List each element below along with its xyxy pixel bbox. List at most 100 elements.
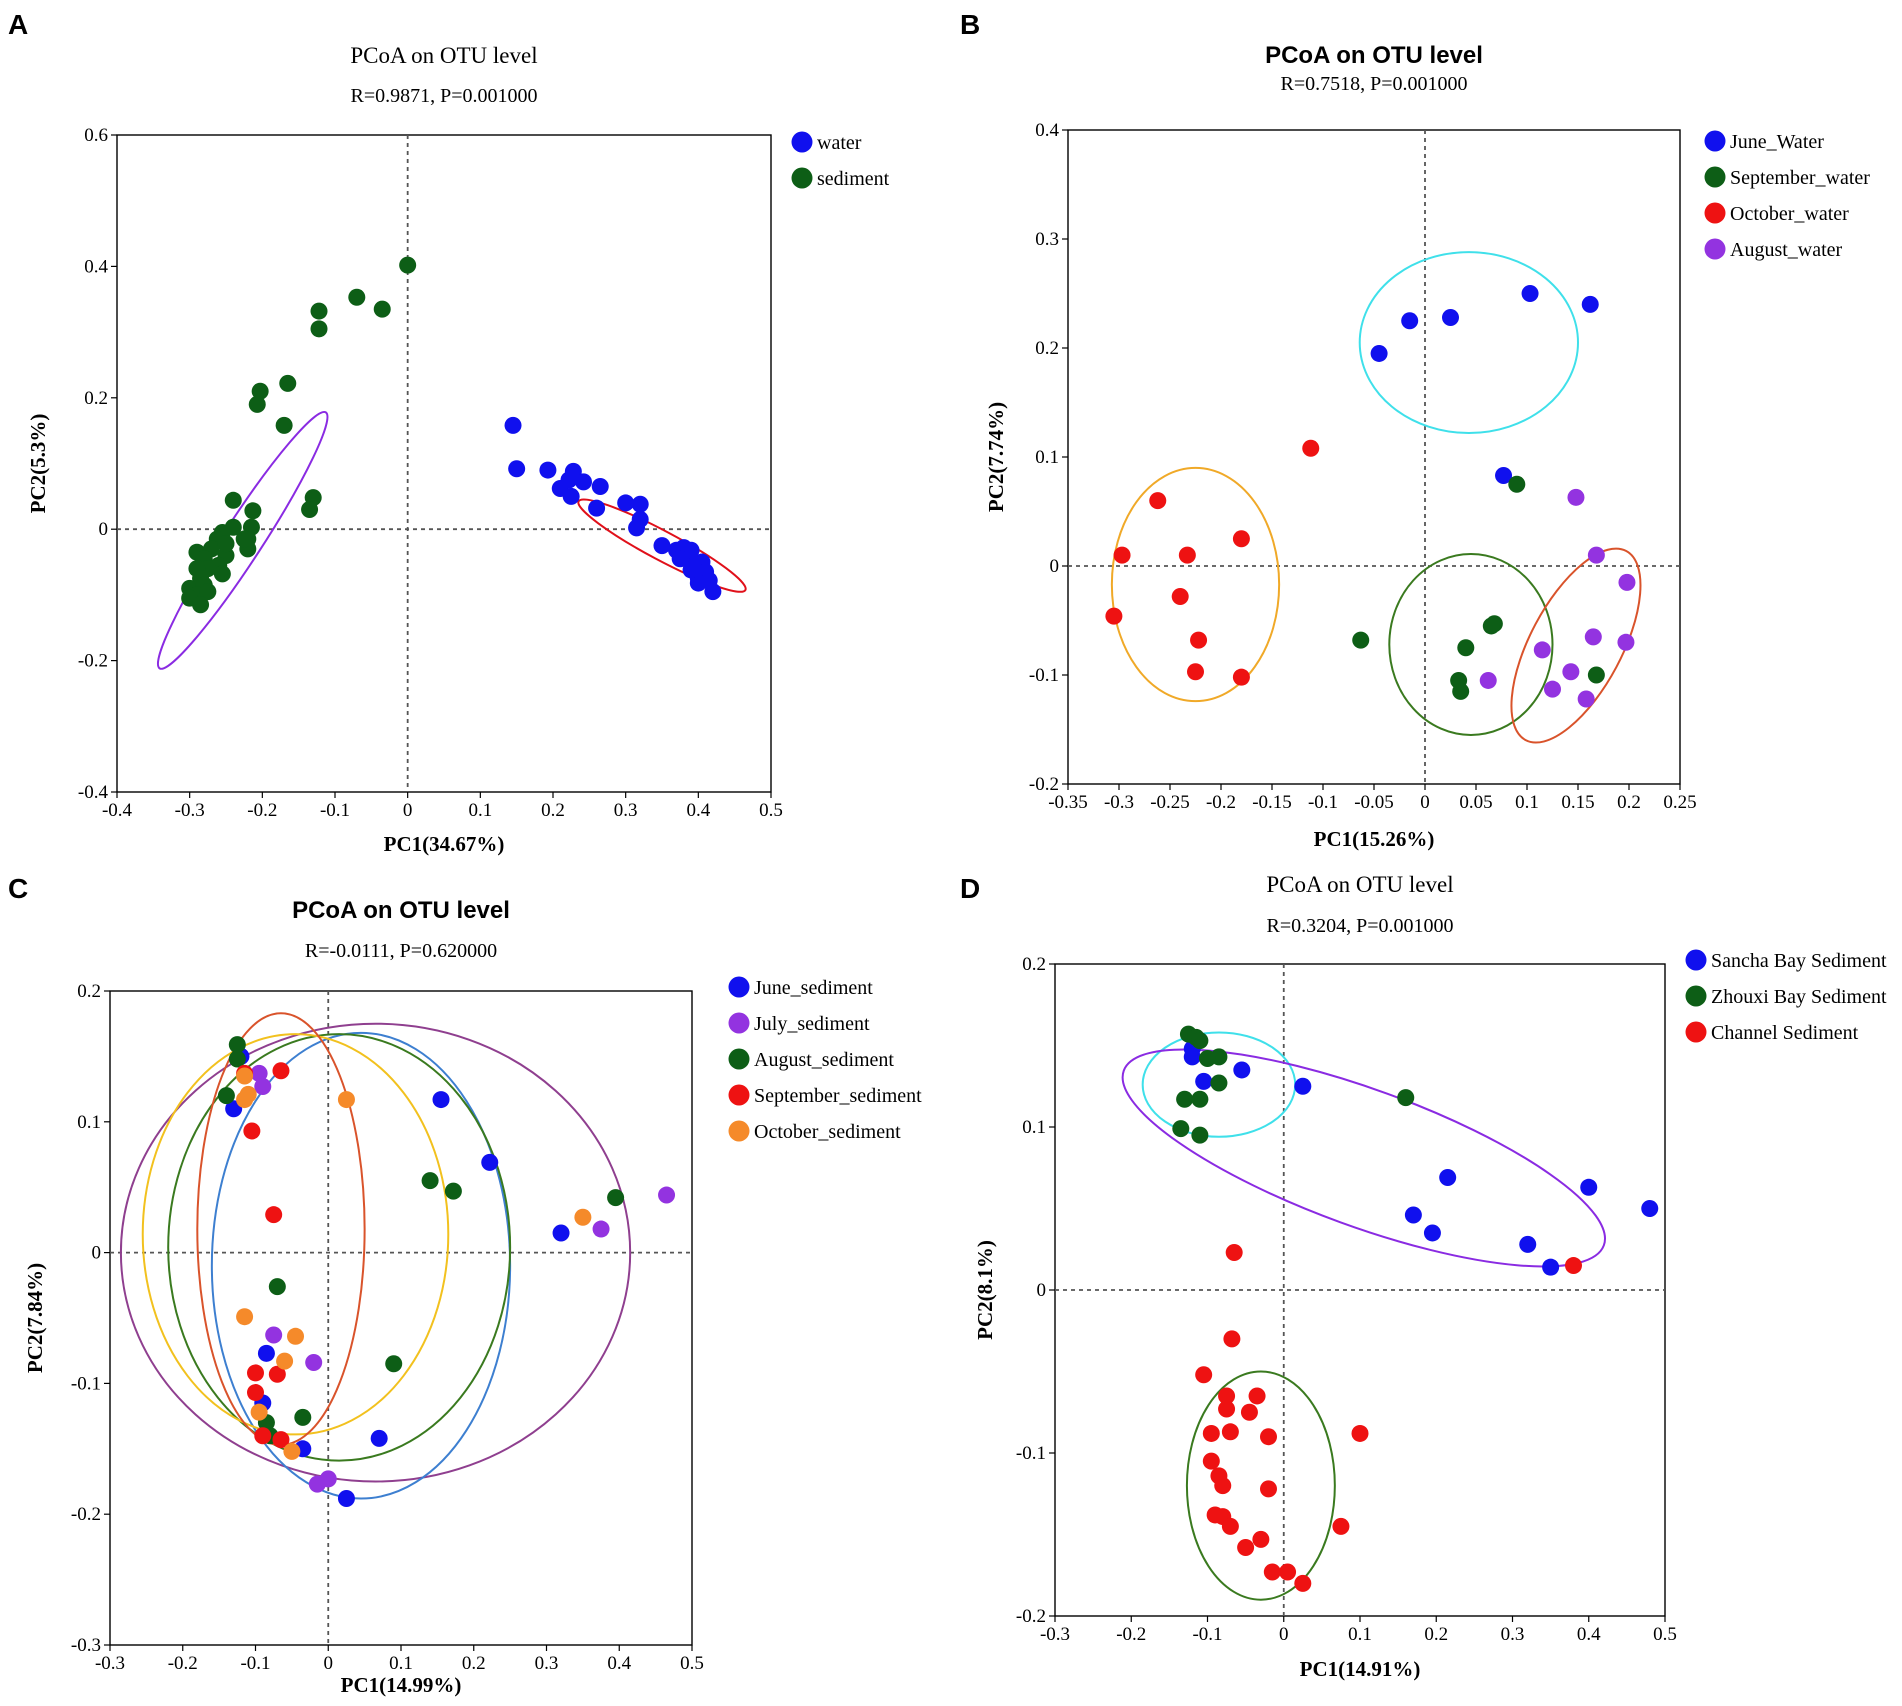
- legend-label: sediment: [817, 168, 890, 190]
- y-tick-label: 0.4: [1035, 120, 1059, 141]
- legend-label: October_sediment: [754, 1121, 901, 1143]
- x-tick-label: -0.1: [320, 800, 350, 821]
- data-point: [254, 1427, 272, 1445]
- y-tick-label: 0.6: [84, 125, 108, 146]
- x-tick-label: -0.1: [1192, 1624, 1222, 1645]
- y-tick-label: -0.2: [1029, 774, 1059, 795]
- y-tick-label: 0: [1050, 556, 1060, 577]
- data-point: [294, 1408, 312, 1426]
- x-tick-label: 0.3: [535, 1653, 559, 1674]
- data-point: [247, 1384, 264, 1402]
- data-point: [1105, 607, 1123, 625]
- data-point: [1225, 1244, 1243, 1262]
- panel-a: A PCoA on OTU level R=0.9871, P=0.001000 -0…: [8, 9, 890, 856]
- data-point: [1580, 1178, 1598, 1196]
- series-july-sediment: [250, 1064, 676, 1493]
- y-tick-label: -0.2: [78, 651, 108, 672]
- y-tick-label: 0.1: [1022, 1117, 1046, 1138]
- legend-label: August_water: [1730, 239, 1843, 261]
- data-point: [508, 460, 526, 478]
- y-tick-label: 0.2: [77, 981, 101, 1002]
- y-tick-label: 0.4: [84, 256, 108, 277]
- data-point: [199, 583, 217, 601]
- y-tick-label: 0: [92, 1243, 102, 1264]
- panel-d: D PCoA on OTU level R=0.3204, P=0.001000 -0…: [960, 872, 1887, 1681]
- data-point: [504, 416, 522, 434]
- data-point: [444, 1182, 462, 1200]
- data-point: [1294, 1077, 1312, 1095]
- data-point: [283, 1442, 301, 1460]
- data-point: [1221, 1423, 1239, 1441]
- y-tick-label: 0.3: [1035, 229, 1059, 250]
- data-point: [399, 256, 417, 274]
- y-tick-label: 0.2: [1022, 954, 1046, 975]
- data-point: [1587, 546, 1605, 564]
- data-point: [319, 1470, 337, 1488]
- data-point: [228, 1050, 246, 1068]
- chart-subtitle: R=0.7518, P=0.001000: [1280, 73, 1467, 95]
- data-point: [235, 530, 253, 548]
- data-point: [1294, 1574, 1312, 1592]
- data-point: [1195, 1072, 1213, 1090]
- data-point: [276, 1352, 294, 1370]
- chart-subtitle: R=0.9871, P=0.001000: [350, 85, 537, 107]
- x-tick-label: 0.4: [607, 1653, 631, 1674]
- x-tick-label: 0.2: [1424, 1624, 1448, 1645]
- data-point: [1581, 295, 1599, 313]
- data-point: [272, 1431, 290, 1449]
- y-axis-label: PC2(7.84%): [23, 1263, 47, 1373]
- data-point: [689, 574, 707, 592]
- x-tick-label: 0: [324, 1653, 334, 1674]
- data-point: [1232, 668, 1250, 686]
- series-channel-sediment: [1195, 1244, 1582, 1592]
- data-point: [658, 1186, 676, 1204]
- data-point: [192, 596, 210, 614]
- data-point: [265, 1326, 283, 1344]
- data-point: [373, 300, 391, 318]
- series-water: [504, 416, 722, 601]
- data-point: [421, 1172, 439, 1190]
- data-point: [1577, 690, 1595, 708]
- data-point: [1508, 475, 1526, 493]
- data-point: [279, 374, 297, 392]
- x-tick-label: -0.4: [102, 800, 133, 821]
- legend-marker: [1685, 985, 1707, 1007]
- data-point: [1210, 1074, 1228, 1092]
- legend-marker: [728, 1120, 750, 1142]
- x-tick-label: 0.15: [1561, 792, 1594, 813]
- data-point: [370, 1429, 388, 1447]
- data-point: [251, 382, 269, 400]
- data-point: [1332, 1517, 1350, 1535]
- legend-label: Zhouxi Bay Sediment: [1711, 986, 1887, 1008]
- series-august-water: [1479, 488, 1636, 708]
- legend-marker: [791, 167, 813, 189]
- data-point: [588, 499, 606, 517]
- panel-c: C PCoA on OTU level R=-0.0111, P=0.620000 -…: [8, 873, 922, 1697]
- data-point: [704, 583, 722, 601]
- data-point: [275, 416, 293, 434]
- legend-label: September_water: [1730, 167, 1870, 189]
- chart-title: PCoA on OTU level: [1266, 872, 1453, 897]
- legend-label: water: [817, 132, 862, 154]
- data-point: [1457, 639, 1475, 657]
- x-tick-label: -0.15: [1252, 792, 1292, 813]
- data-point: [1252, 1530, 1270, 1548]
- y-tick-label: -0.4: [78, 782, 109, 803]
- x-tick-label: 0: [1420, 792, 1430, 813]
- data-point: [562, 487, 580, 505]
- data-point: [1260, 1428, 1277, 1446]
- data-point: [1191, 1090, 1209, 1108]
- data-point: [539, 461, 557, 479]
- panel-letter: B: [960, 9, 980, 40]
- data-point: [1263, 1563, 1281, 1581]
- series-sediment: [181, 256, 417, 614]
- x-tick-label: 0.2: [541, 800, 565, 821]
- data-point: [305, 1353, 323, 1371]
- data-point: [1617, 633, 1635, 651]
- panel-letter: C: [8, 873, 28, 904]
- legend: June_Water September_water October_water Au…: [1704, 130, 1870, 261]
- x-tick-label: 0.1: [1348, 1624, 1372, 1645]
- series-zhouxi-bay-sediment: [1172, 1025, 1415, 1144]
- data-point: [1404, 1206, 1422, 1224]
